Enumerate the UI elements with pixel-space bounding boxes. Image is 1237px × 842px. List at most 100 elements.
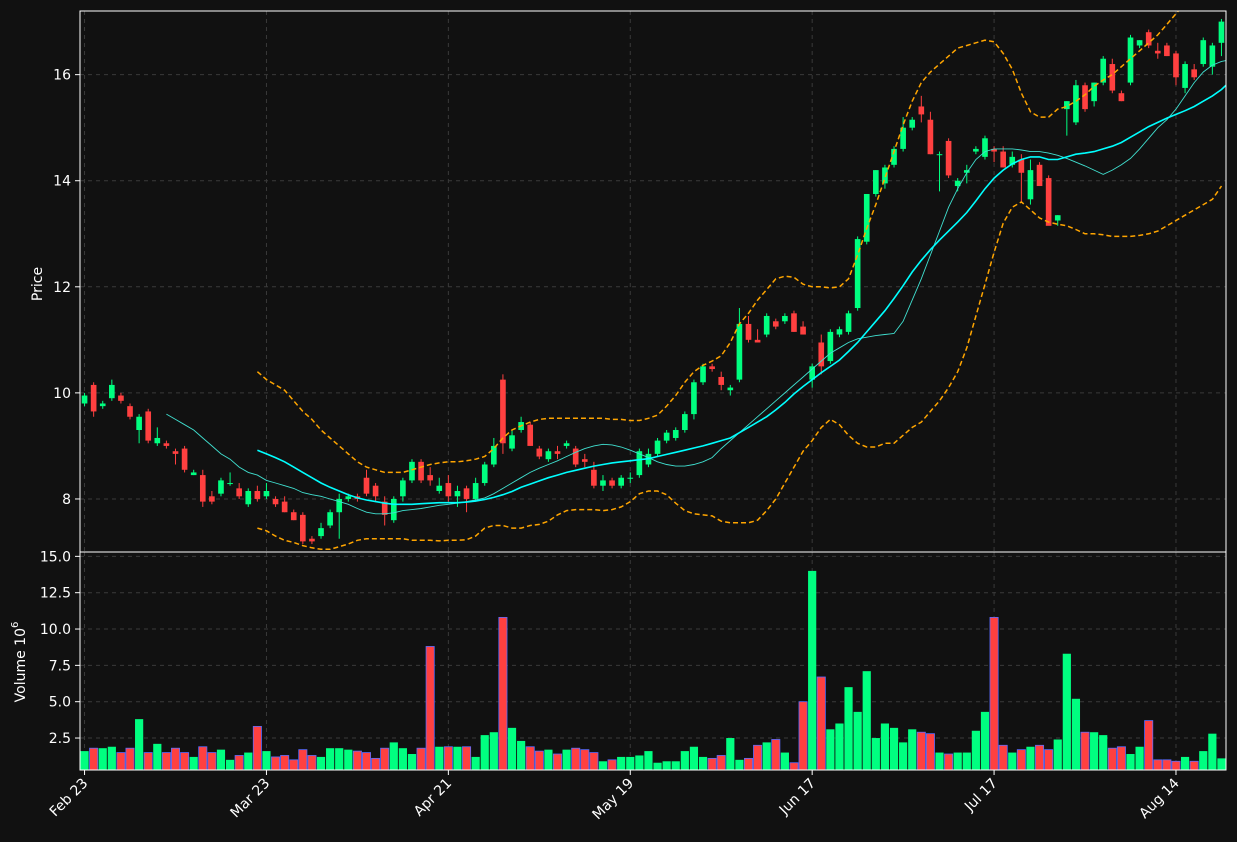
volume-bar (143, 752, 153, 771)
candle-body (509, 435, 515, 449)
candle-body (172, 451, 179, 454)
volume-bar (771, 739, 781, 771)
volume-bar (289, 759, 299, 771)
moving-average-thick-line (257, 84, 1226, 506)
candle-body (90, 384, 97, 412)
upper-band-line (256, 11, 1180, 474)
volume-bar (935, 752, 944, 770)
volume-bar (744, 757, 753, 771)
candle-body (1100, 58, 1107, 83)
volume-bar (571, 747, 581, 771)
candle-body (845, 313, 852, 332)
candle-body (591, 469, 597, 486)
volume-bar (1062, 653, 1071, 770)
price-ytick-label: 12 (53, 280, 71, 296)
volume-bar (698, 756, 708, 770)
candle-body (1018, 159, 1025, 173)
candle-body (863, 193, 870, 242)
volume-bar (471, 756, 480, 770)
volume-bar (252, 726, 262, 771)
volume-bar (944, 753, 954, 771)
volume-bar (844, 687, 853, 770)
candle-body (1045, 178, 1052, 226)
volume-bar (98, 748, 107, 770)
candle-body (199, 475, 206, 502)
volume-bar (598, 761, 608, 770)
volume-bar (1135, 746, 1144, 770)
candle-body (991, 148, 997, 152)
volume-bar (207, 752, 217, 771)
volume-bar (371, 757, 381, 771)
candle-body (363, 477, 370, 494)
candle-body (436, 485, 443, 492)
volume-bar (1144, 720, 1154, 771)
candle-body (672, 430, 679, 438)
volume-bar (125, 747, 135, 771)
candle-body (1082, 85, 1088, 110)
candle-body (527, 424, 534, 446)
volume-bar (753, 744, 763, 771)
candle-body (873, 170, 879, 194)
overlay-layer (166, 11, 1226, 551)
volume-bar (562, 749, 571, 770)
volume-bar (89, 747, 99, 771)
volume-bar (1107, 747, 1117, 771)
candle-body (563, 443, 570, 446)
candle-body (954, 180, 961, 187)
volume-bar (171, 747, 180, 771)
candle-body (718, 376, 725, 385)
candle-body (709, 366, 715, 370)
candle-body (772, 321, 779, 327)
volume-bar (726, 738, 735, 770)
volume-bar (462, 746, 472, 771)
volume-ytick-label: 5.0 (49, 695, 71, 711)
volume-bar (1153, 759, 1163, 771)
volume-bar (1090, 732, 1099, 770)
volume-bar (1180, 756, 1190, 770)
volume-bar (453, 746, 462, 770)
volume-bar (298, 749, 308, 771)
candle-body (1173, 53, 1179, 78)
volume-bar (262, 751, 271, 770)
volume-bar (489, 732, 498, 770)
volume-bar (680, 751, 689, 770)
candle-body (127, 406, 133, 417)
volume-bar (899, 742, 908, 770)
candle-body (1118, 93, 1125, 102)
volume-bar (1189, 760, 1199, 771)
price-axis-label: Price (30, 267, 46, 301)
volume-bar (544, 749, 553, 770)
candle-body (427, 475, 433, 481)
candle-body (481, 464, 488, 484)
candle-body (1164, 45, 1170, 57)
candle-body (227, 483, 233, 485)
volume-bar (380, 747, 390, 771)
candle-body (973, 148, 979, 152)
candle-body (1073, 85, 1079, 123)
volume-ytick-label: 10.0 (40, 622, 71, 638)
candle-body (263, 491, 270, 497)
candle-body (1127, 37, 1134, 83)
volume-axis-label-power: 6 (10, 622, 21, 628)
candle-body (1109, 64, 1116, 91)
candle-body (1000, 151, 1006, 168)
candle-body (854, 239, 861, 309)
volume-bar (161, 752, 171, 771)
volume-bar (553, 753, 562, 771)
volume-bar (234, 755, 244, 771)
volume-axis-label-base: 10 (13, 628, 29, 646)
candle-body (782, 315, 788, 322)
volume-bar (425, 646, 435, 771)
candle-body (300, 514, 306, 542)
volume-bar (216, 749, 226, 770)
candle-body (818, 342, 825, 367)
price-ytick-label: 10 (53, 386, 71, 402)
volume-bar (525, 746, 535, 771)
candle-body (99, 403, 106, 407)
candle-body (554, 451, 561, 454)
volume-bar (135, 719, 144, 770)
volume-bar (808, 570, 817, 770)
candle-body (1027, 170, 1034, 200)
candle-body (1091, 82, 1097, 102)
volume-bar (416, 747, 426, 771)
